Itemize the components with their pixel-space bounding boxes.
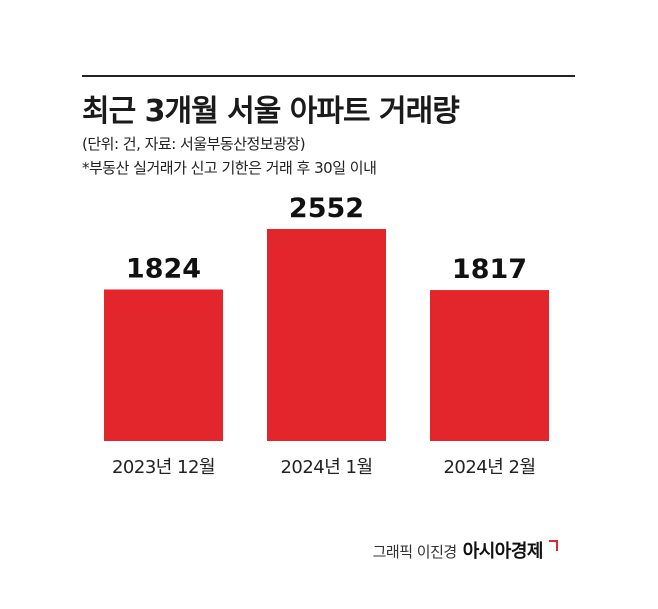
chart-subtitle: (단위: 건, 자료: 서울부동산정보광장): [82, 135, 306, 153]
bar-2: [267, 229, 386, 441]
bar-3: [430, 290, 549, 441]
credit-brand: 아시아경제: [462, 541, 544, 562]
credit-author: 그래픽 이진경: [372, 543, 458, 561]
x-tick-label-3: 2024년 2월: [443, 457, 535, 478]
x-tick-label-2: 2024년 1월: [280, 457, 372, 478]
bar-1: [104, 289, 223, 441]
top-rule: [82, 75, 575, 77]
credit: 그래픽 이진경 아시아경제: [373, 537, 558, 563]
bar-value-label-1: 1824: [126, 253, 201, 284]
chart-note: *부동산 실거래가 신고 기한은 거래 후 30일 이내: [82, 159, 377, 177]
brand-mark-icon: [549, 540, 558, 551]
bar-value-label-3: 1817: [452, 254, 527, 285]
x-tick-label-1: 2023년 12월: [112, 457, 215, 478]
chart-title: 최근 3개월 서울 아파트 거래량: [82, 94, 460, 129]
bar-value-label-2: 2552: [289, 193, 364, 224]
